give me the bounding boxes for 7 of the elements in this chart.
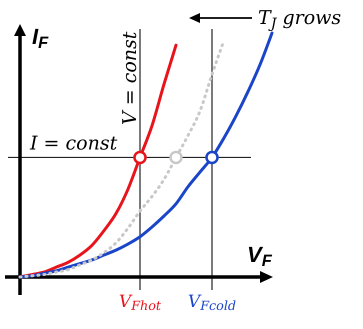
ref-line-label: I = const: [29, 132, 118, 154]
text: T$_{J}$ grows: [258, 7, 342, 32]
ref-line-label: V = const: [119, 31, 141, 125]
x-axis-title: V$_{F}$: [247, 242, 273, 270]
y-axis-title: I$_{F}$: [32, 24, 50, 52]
x-tick-label: V$_{Fhot}$: [118, 292, 162, 314]
x-tick-label: V$_{Fcold}$: [188, 292, 236, 314]
